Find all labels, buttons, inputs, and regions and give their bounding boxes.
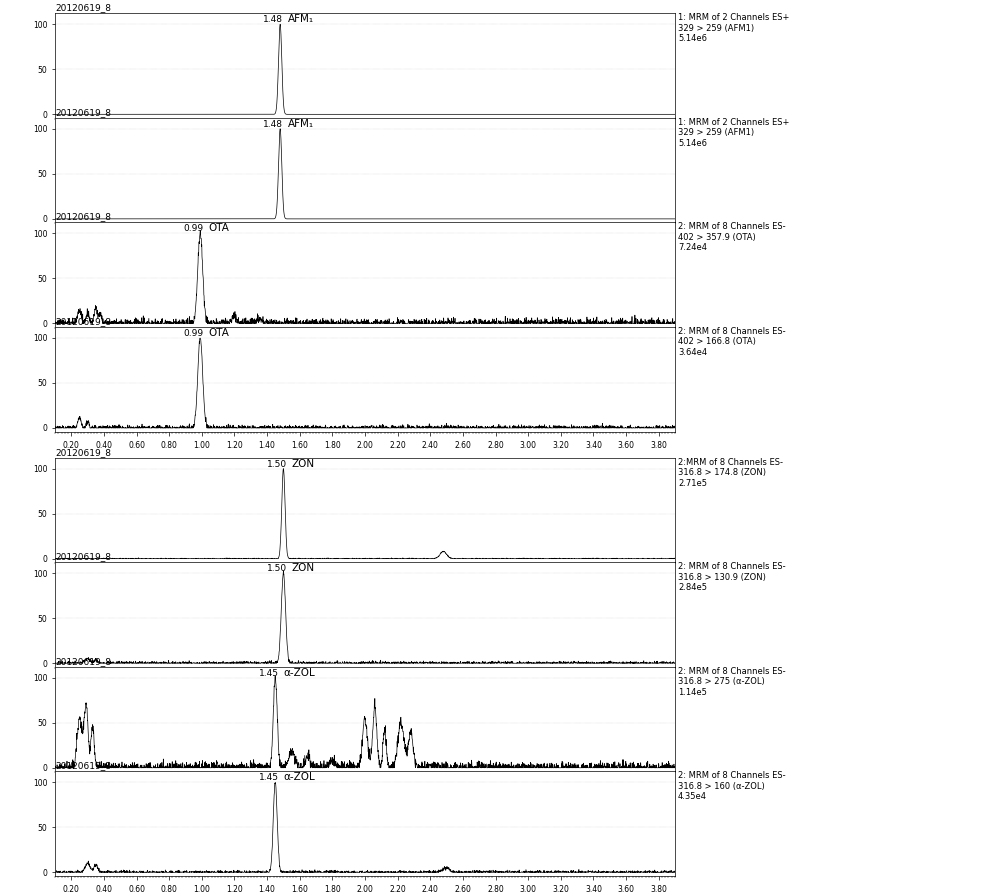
Text: 20120619_8: 20120619_8 xyxy=(55,212,111,221)
Text: 20120619_8: 20120619_8 xyxy=(55,448,111,457)
Text: 1.50: 1.50 xyxy=(267,564,287,573)
Text: 20120619_8: 20120619_8 xyxy=(55,762,111,771)
Text: Time: Time xyxy=(653,458,675,467)
Text: 0.99: 0.99 xyxy=(183,329,203,338)
Text: 2: MRM of 8 Channels ES-
402 > 166.8 (OTA)
3.64e4: 2: MRM of 8 Channels ES- 402 > 166.8 (OT… xyxy=(678,327,786,357)
Text: 2: MRM of 8 Channels ES-
402 > 357.9 (OTA)
7.24e4: 2: MRM of 8 Channels ES- 402 > 357.9 (OT… xyxy=(678,222,786,252)
Text: 1.48: 1.48 xyxy=(263,120,283,128)
Text: AFM₁: AFM₁ xyxy=(288,119,314,128)
Text: 0.99: 0.99 xyxy=(183,224,203,234)
Text: ZON: ZON xyxy=(292,563,315,573)
Text: 20120619_8: 20120619_8 xyxy=(55,552,111,561)
Text: 1.45: 1.45 xyxy=(259,773,279,782)
Text: 2:MRM of 8 Channels ES-
316.8 > 174.8 (ZON)
2.71e5: 2:MRM of 8 Channels ES- 316.8 > 174.8 (Z… xyxy=(678,458,783,488)
Text: 1.45: 1.45 xyxy=(259,669,279,678)
Text: OTA: OTA xyxy=(208,223,229,234)
Text: α-ZOL: α-ZOL xyxy=(283,667,315,678)
Text: 1: MRM of 2 Channels ES+
329 > 259 (AFM1)
5.14e6: 1: MRM of 2 Channels ES+ 329 > 259 (AFM1… xyxy=(678,13,789,43)
Text: 20120619_8: 20120619_8 xyxy=(55,317,111,326)
Text: AFM₁: AFM₁ xyxy=(288,14,314,24)
Text: OTA: OTA xyxy=(208,328,229,338)
Text: 2: MRM of 8 Channels ES-
316.8 > 275 (α-ZOL)
1.14e5: 2: MRM of 8 Channels ES- 316.8 > 275 (α-… xyxy=(678,667,786,697)
Text: 1.48: 1.48 xyxy=(263,15,283,24)
Text: 1: MRM of 2 Channels ES+
329 > 259 (AFM1)
5.14e6: 1: MRM of 2 Channels ES+ 329 > 259 (AFM1… xyxy=(678,118,789,148)
Text: ZON: ZON xyxy=(292,458,315,468)
Text: 20120619_8: 20120619_8 xyxy=(55,657,111,665)
Text: 2: MRM of 8 Channels ES-
316.8 > 160 (α-ZOL)
4.35e4: 2: MRM of 8 Channels ES- 316.8 > 160 (α-… xyxy=(678,772,786,801)
Text: 2: MRM of 8 Channels ES-
316.8 > 130.9 (ZON)
2.84e5: 2: MRM of 8 Channels ES- 316.8 > 130.9 (… xyxy=(678,562,786,592)
Text: α-ZOL: α-ZOL xyxy=(283,772,315,782)
Text: 20120619_8: 20120619_8 xyxy=(55,108,111,117)
Text: 1.50: 1.50 xyxy=(267,459,287,468)
Text: 20120619_8: 20120619_8 xyxy=(55,4,111,12)
